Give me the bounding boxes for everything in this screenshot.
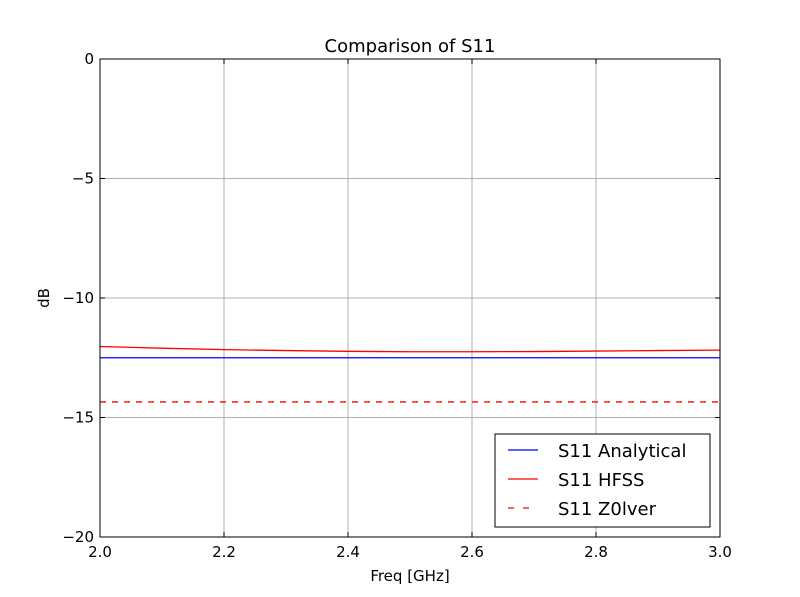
x-tick-label: 3.0 <box>708 543 732 561</box>
series-layer <box>99 345 721 403</box>
x-tick-label: 2.0 <box>88 543 112 561</box>
legend-label: S11 Analytical <box>558 441 686 462</box>
legend-label: S11 HFSS <box>558 470 644 491</box>
ticks: 2.0 2.2 2.4 2.6 2.8 3.0 0 −5 −10 −15 −20 <box>62 50 732 561</box>
y-tick-label: 0 <box>84 50 94 68</box>
series-line <box>99 345 721 353</box>
x-tick-label: 2.2 <box>212 543 236 561</box>
legend-label: S11 Z0lver <box>558 499 657 520</box>
y-tick-label: −10 <box>62 289 94 307</box>
y-tick-label: −15 <box>62 409 94 427</box>
y-tick-label: −5 <box>72 170 94 188</box>
legend: S11 Analytical S11 HFSS S11 Z0lver <box>494 433 711 528</box>
x-tick-label: 2.8 <box>584 543 608 561</box>
y-tick-label: −20 <box>62 528 94 546</box>
chart-title: Comparison of S11 <box>325 36 496 57</box>
x-axis-label: Freq [GHz] <box>370 567 449 585</box>
x-tick-label: 2.6 <box>460 543 484 561</box>
y-axis-label: dB <box>35 288 53 308</box>
x-tick-label: 2.4 <box>336 543 360 561</box>
